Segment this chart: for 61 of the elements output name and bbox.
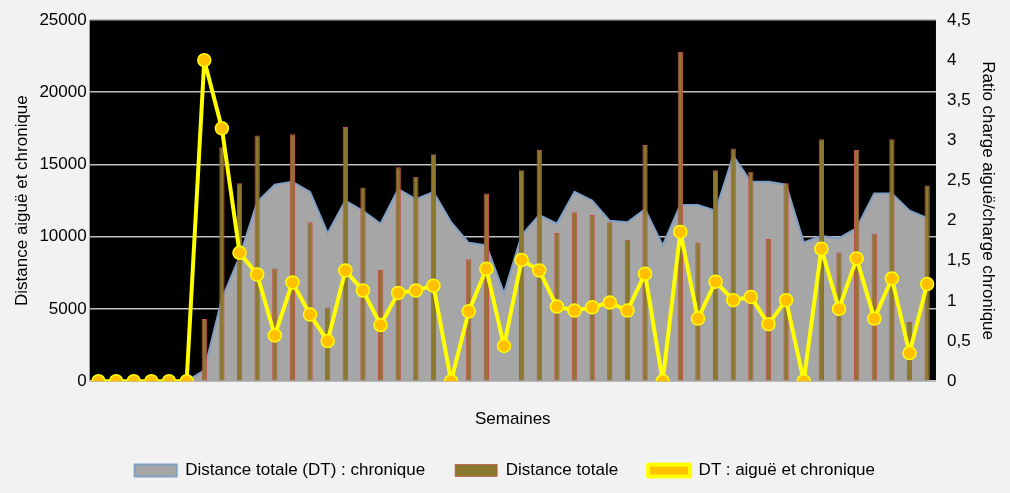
y-tick-label: 25000: [39, 9, 87, 29]
y2-tick-label: 4,5: [946, 9, 971, 29]
point: [214, 121, 230, 136]
point: [496, 338, 512, 354]
y2-tick-label: 3,5: [946, 89, 971, 109]
point: [761, 316, 776, 332]
point: [584, 300, 600, 315]
y2-tick-label: 3: [946, 130, 957, 150]
point: [743, 289, 759, 305]
point: [285, 275, 300, 290]
point: [690, 311, 706, 326]
point: [197, 52, 212, 68]
point: [637, 266, 653, 281]
point: [919, 276, 935, 292]
y2-tick-label: 1,5: [946, 250, 971, 270]
legend-label: Distance totale: [505, 460, 619, 480]
point: [884, 271, 900, 286]
point: [867, 311, 882, 326]
y-tick-label: 10000: [39, 226, 87, 246]
legend-label: DT : aiguë et chronique: [698, 460, 876, 480]
y2-tick-label: 0,5: [946, 330, 971, 350]
point: [461, 304, 476, 319]
y-tick-label: 20000: [39, 81, 87, 101]
point: [532, 263, 547, 278]
x-axis-title: Semaines: [475, 409, 551, 429]
y-tick-label: 0: [77, 370, 87, 390]
point: [302, 307, 318, 322]
legend-label: Distance totale (DT) : chronique: [185, 460, 426, 480]
point: [620, 303, 635, 318]
point: [549, 299, 565, 314]
y-tick-label: 5000: [48, 298, 87, 318]
y2-tick-label: 2,5: [946, 170, 971, 190]
point: [249, 267, 265, 282]
point: [408, 283, 424, 298]
point: [267, 328, 283, 343]
point: [831, 301, 847, 317]
y2-axis-title: Ratio charge aiguë/charge chronique: [979, 61, 999, 341]
point: [902, 345, 917, 361]
y-axis-title: Distance aiguë et chronique: [11, 95, 31, 306]
point: [232, 245, 247, 261]
y2-tick-label: 1: [946, 290, 957, 310]
point: [426, 278, 441, 293]
point: [602, 295, 618, 310]
point: [725, 292, 741, 308]
point: [567, 303, 582, 318]
point: [708, 274, 723, 289]
point: [373, 317, 388, 333]
point: [673, 224, 688, 240]
point: [814, 241, 829, 257]
y2-tick-label: 0: [946, 370, 957, 390]
y-tick-label: 15000: [39, 154, 87, 174]
point: [514, 252, 529, 268]
y2-tick-label: 2: [946, 210, 957, 230]
point: [778, 292, 794, 308]
point: [390, 285, 406, 301]
point: [338, 263, 353, 278]
point: [355, 283, 371, 298]
y2-tick-label: 4: [946, 49, 957, 69]
point: [849, 251, 864, 266]
point: [320, 333, 335, 349]
point: [479, 261, 494, 277]
